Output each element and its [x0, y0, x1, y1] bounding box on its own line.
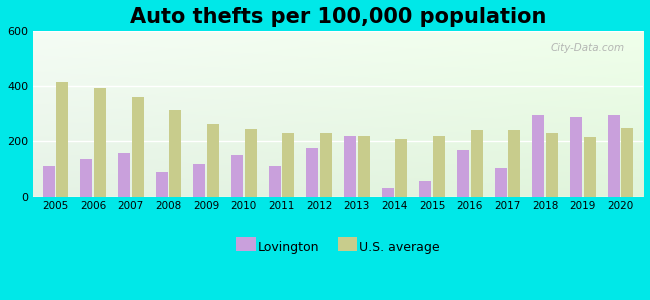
Bar: [382, 188, 394, 196]
Bar: [207, 124, 219, 196]
Bar: [231, 155, 243, 196]
Bar: [532, 115, 545, 196]
Bar: [584, 137, 595, 196]
Bar: [419, 182, 432, 196]
Bar: [608, 115, 619, 196]
Bar: [395, 139, 408, 196]
Legend: Lovington, U.S. average: Lovington, U.S. average: [231, 236, 445, 259]
Bar: [570, 117, 582, 196]
Bar: [495, 168, 507, 196]
Bar: [457, 150, 469, 196]
Bar: [508, 130, 520, 196]
Bar: [81, 159, 92, 196]
Bar: [131, 98, 144, 196]
Bar: [344, 136, 356, 196]
Bar: [43, 166, 55, 196]
Bar: [118, 152, 130, 196]
Bar: [94, 88, 106, 196]
Bar: [433, 136, 445, 196]
Bar: [546, 133, 558, 196]
Bar: [621, 128, 633, 196]
Bar: [244, 129, 257, 196]
Bar: [320, 133, 332, 196]
Bar: [268, 166, 281, 196]
Text: City-Data.com: City-Data.com: [551, 43, 625, 53]
Bar: [358, 136, 370, 196]
Bar: [282, 133, 294, 196]
Bar: [193, 164, 205, 196]
Bar: [471, 130, 482, 196]
Title: Auto thefts per 100,000 population: Auto thefts per 100,000 population: [130, 7, 546, 27]
Bar: [156, 172, 168, 196]
Bar: [306, 148, 318, 196]
Bar: [169, 110, 181, 196]
Bar: [57, 82, 68, 196]
